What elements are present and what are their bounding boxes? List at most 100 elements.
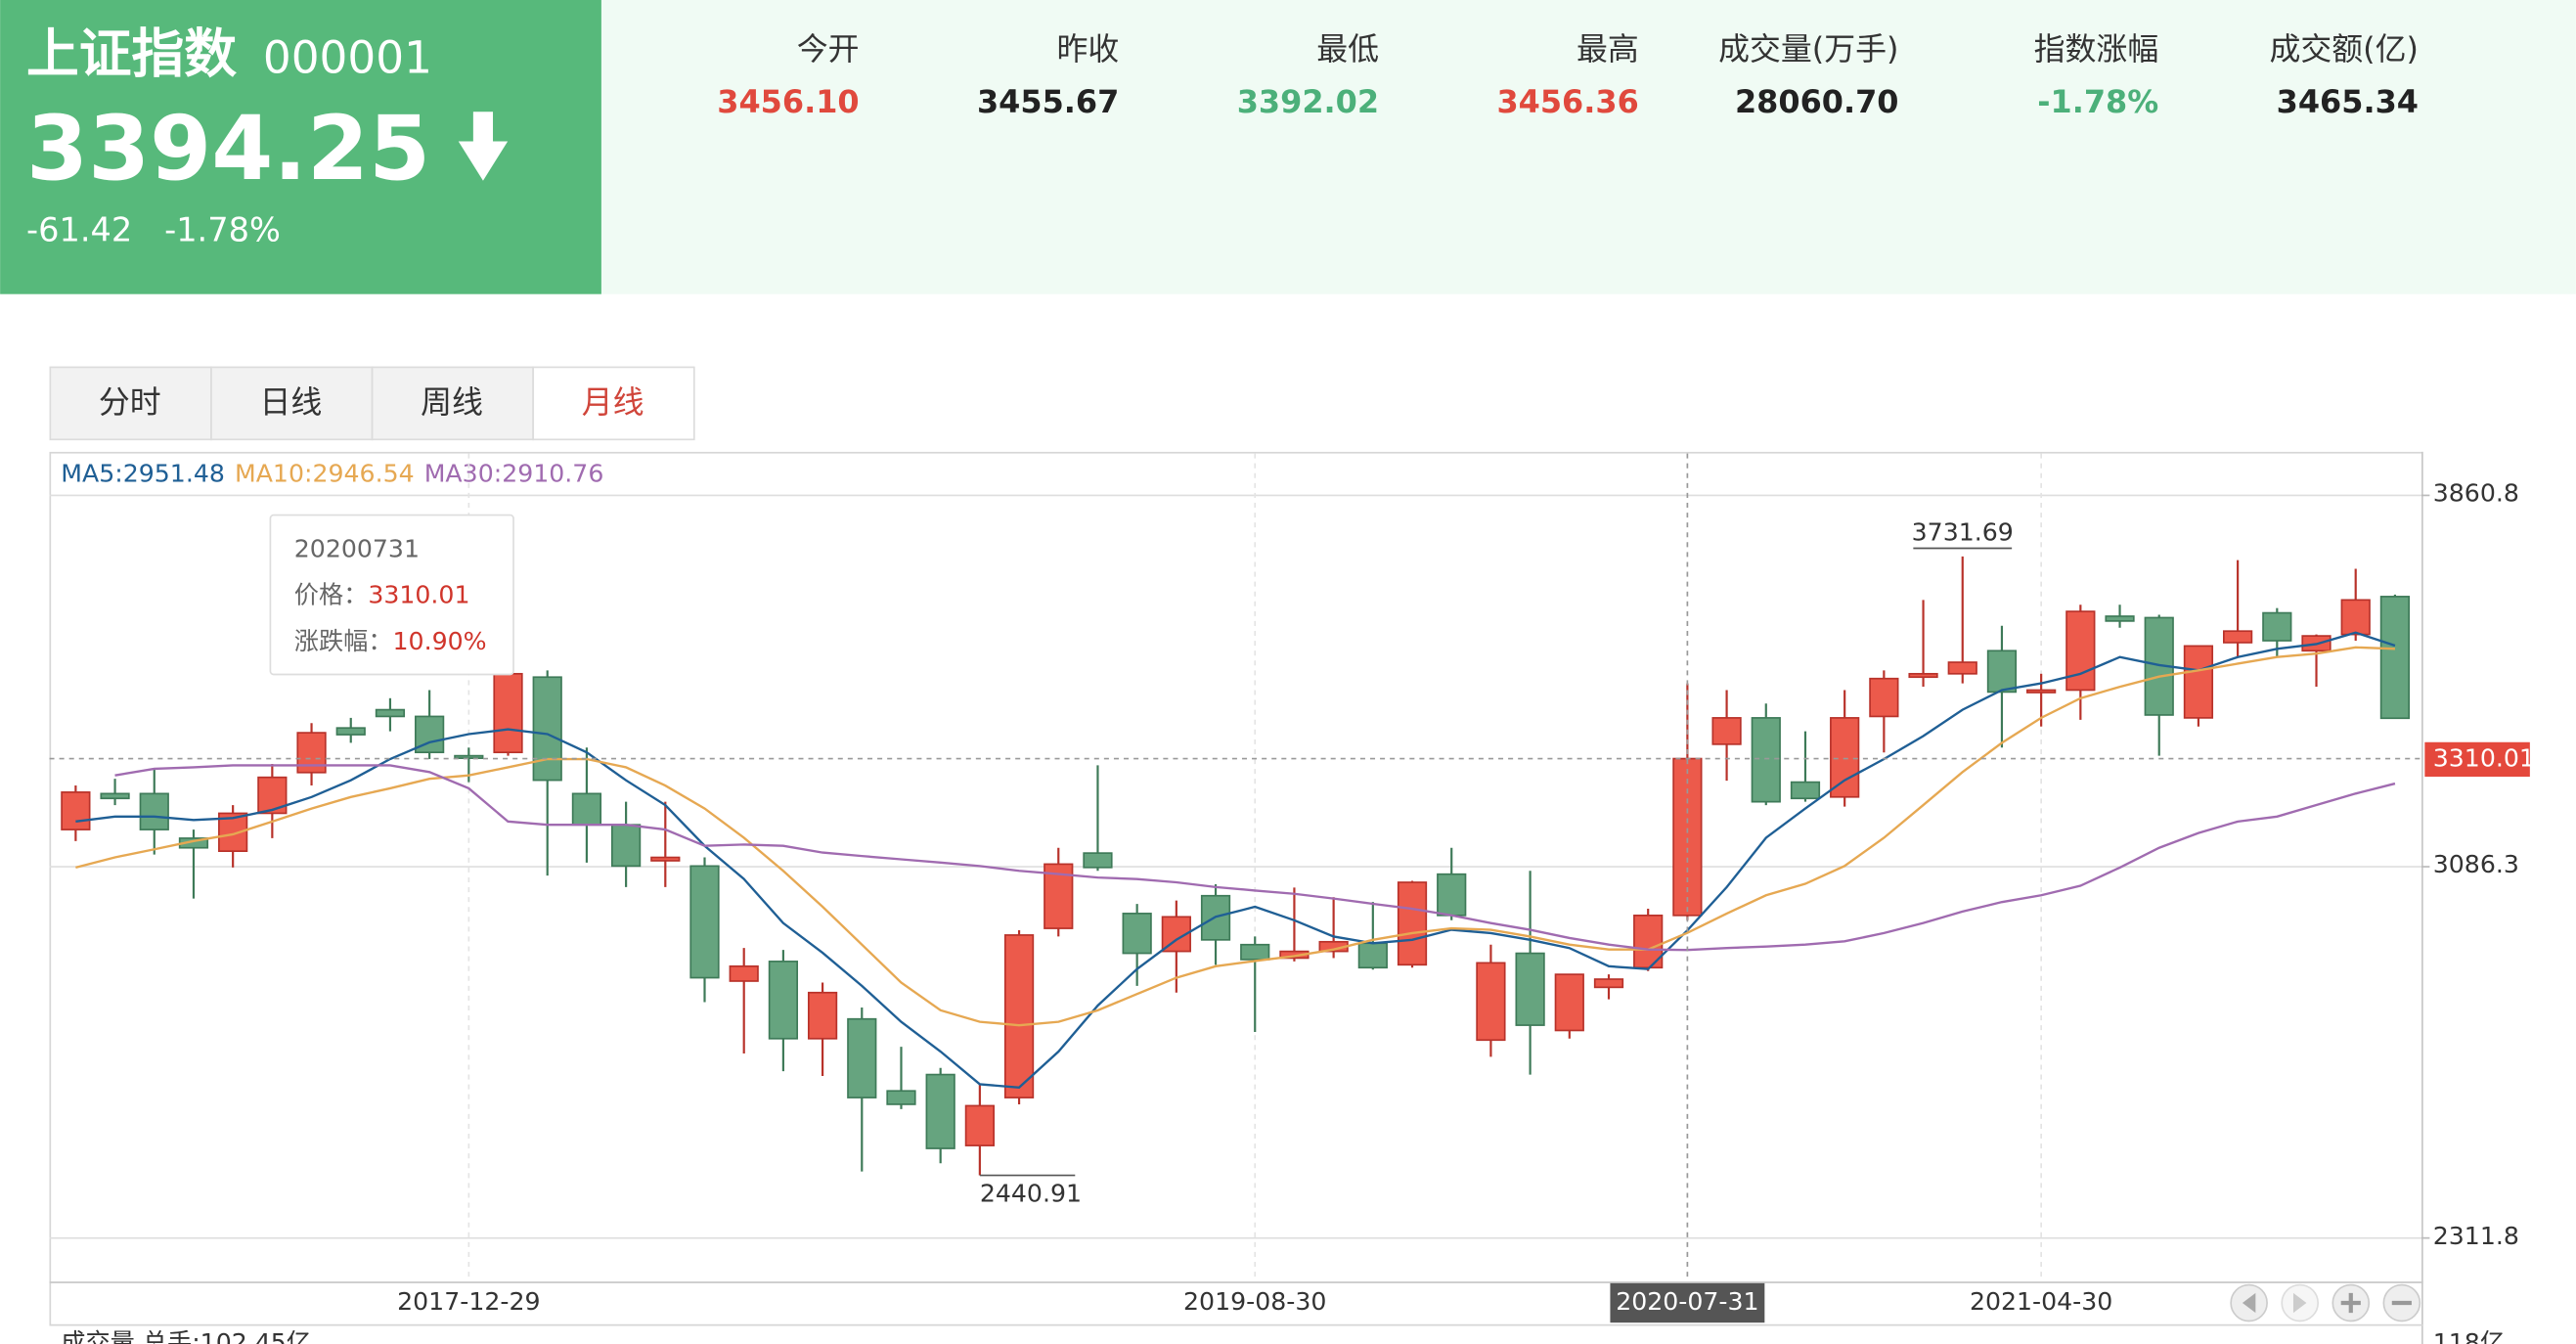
price-change-pct: -1.78% (164, 210, 281, 248)
tab-label: 日线 (260, 383, 323, 421)
tooltip-change: 10.90% (393, 627, 487, 655)
candle-body (1947, 661, 1977, 675)
candle-body (729, 964, 759, 982)
candle-body (847, 1017, 877, 1098)
down-arrow (458, 112, 509, 181)
candle-body (2026, 689, 2057, 694)
candle-body (2262, 611, 2292, 642)
x-label-highlight (1610, 1282, 1765, 1323)
candle-body (1986, 650, 2018, 694)
candle-body (454, 754, 484, 759)
crosshair-label: 3310.01 (2433, 743, 2535, 772)
stat-label: 最高 (1577, 30, 1639, 67)
stat-label: 成交额(亿) (2269, 30, 2419, 67)
stat-value: 28060.70 (1735, 83, 1899, 120)
scroll-left-icon (2242, 1292, 2256, 1314)
ma-line (114, 764, 2396, 952)
candle-body (1357, 942, 1388, 969)
zoom-controls (2230, 1283, 2421, 1322)
min-annotation: 2440.91 (980, 1180, 1082, 1208)
stat-value: 3455.67 (977, 83, 1119, 120)
tooltip-price-label: 价格： (294, 581, 369, 609)
y-tick-label: 2311.8 (2433, 1222, 2519, 1250)
candle-body (296, 732, 327, 774)
x-tick-label: 2021-04-30 (1970, 1287, 2112, 1316)
tooltip-price: 3310.01 (368, 581, 469, 609)
stat-label: 昨收 (1056, 30, 1119, 67)
stat-label: 最低 (1316, 30, 1379, 67)
candle-body (650, 856, 681, 862)
candle-body (571, 792, 602, 827)
candle-body (1908, 672, 1938, 679)
candle-body (768, 961, 799, 1040)
candle-body (886, 1090, 916, 1105)
x-tick-label: 2017-12-29 (397, 1287, 540, 1316)
crosshair-label-bg (2424, 741, 2530, 778)
candle-body (1554, 973, 1584, 1032)
volume-axis-label: 118亿 (2433, 1328, 2505, 1344)
candle-body (2379, 596, 2411, 720)
candle-body (1240, 943, 1270, 961)
candle-body (335, 727, 366, 736)
ma-legend: MA5:2951.48 (61, 459, 225, 487)
price-change: -61.42 (26, 210, 132, 248)
candle-body (1003, 934, 1035, 1098)
tab[interactable] (532, 366, 695, 441)
candle-body (1869, 677, 1899, 718)
stat-value: 3456.10 (717, 83, 859, 120)
candle-body (1122, 913, 1152, 955)
stats: 今开 3456.10 昨收 3455.67 最低 3392.02 最高 3456.36 成交量(… (717, 30, 2419, 120)
candle-body (1397, 881, 1428, 966)
ma-line (75, 631, 2396, 1090)
x-tick-label: 2019-08-30 (1183, 1287, 1326, 1316)
index-price: 3394.25 (26, 98, 430, 201)
tabs: 分时 日线 周线 月线 (49, 366, 695, 441)
stat-value: 3456.36 (1496, 83, 1638, 120)
candle-body (2183, 645, 2214, 719)
candle-body (807, 991, 838, 1040)
candle-body (1711, 717, 1742, 745)
tab[interactable] (371, 366, 535, 441)
candle-body (1790, 781, 1821, 800)
candle-body (1515, 952, 1545, 1026)
candle-body (2340, 599, 2371, 636)
candle-body (100, 792, 130, 800)
stat-label: 成交量(万手) (1718, 30, 1898, 67)
candle-body (1593, 978, 1624, 989)
index-name: 上证指数 (26, 22, 237, 84)
candle-body (61, 791, 91, 830)
candle-body (2065, 610, 2096, 692)
candle-body (493, 672, 523, 754)
candle-body (1200, 894, 1231, 941)
ma-legend: MA10:2946.54 (235, 459, 415, 487)
zoom-in-icon (2340, 1292, 2361, 1314)
stat-label: 今开 (797, 30, 860, 67)
tab[interactable] (49, 366, 212, 441)
tooltip-change-label: 涨跌幅： (294, 627, 393, 655)
tooltip (269, 514, 514, 676)
x-tick-label: 2020-07-31 (1616, 1287, 1758, 1316)
index-code: 000001 (263, 32, 432, 84)
candle-body (689, 865, 720, 979)
candle-body (1437, 873, 1467, 917)
volume-label: 成交量 总手:102.45亿 (61, 1328, 311, 1344)
candle-body (925, 1073, 955, 1149)
y-tick-label: 3860.8 (2433, 479, 2519, 508)
tooltip-date: 20200731 (294, 535, 420, 563)
scroll-right-icon (2292, 1292, 2307, 1314)
tab-label: 分时 (99, 383, 161, 421)
candle-body (1751, 717, 1781, 803)
candle-body (1830, 717, 1860, 798)
chart: MA5:2951.48 MA10:2946.54 MA30:2910.76 3860.… (49, 453, 2535, 1344)
y-tick-label: 3086.3 (2433, 850, 2519, 878)
max-annotation: 3731.69 (1912, 517, 2014, 546)
candle-body (139, 792, 169, 830)
candle-body (532, 676, 562, 782)
candle-body (2223, 630, 2253, 644)
tab-label: 周线 (421, 383, 483, 421)
candle-body (1476, 962, 1506, 1042)
candle-body (375, 708, 406, 718)
stat-value: 3465.34 (2277, 83, 2419, 120)
